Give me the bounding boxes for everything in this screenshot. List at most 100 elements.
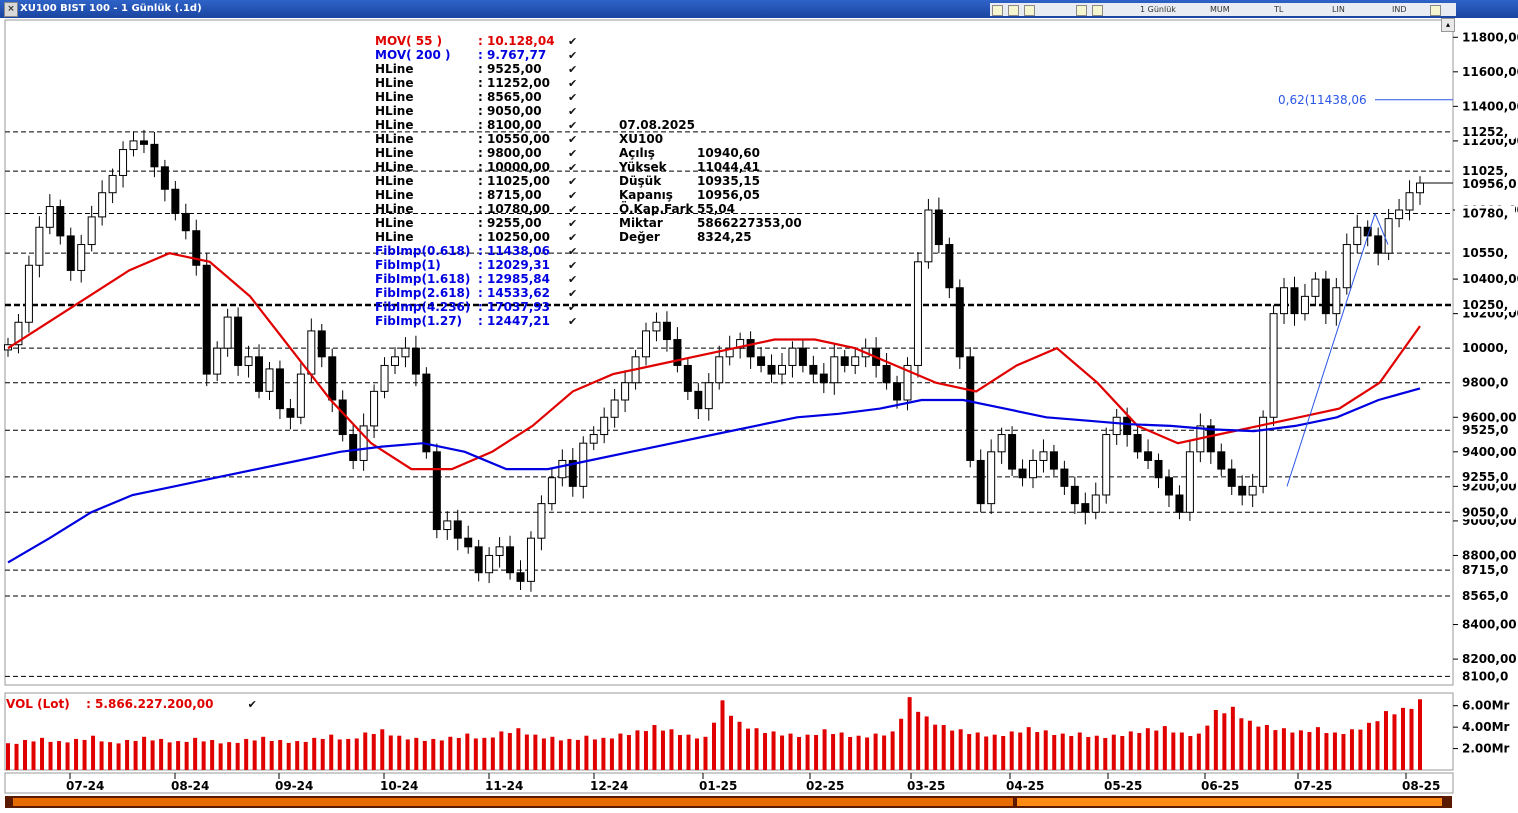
scrollbar-thumb[interactable]	[1017, 798, 1442, 806]
check-icon[interactable]: ✔	[568, 147, 578, 160]
check-icon[interactable]: ✔	[568, 203, 578, 216]
check-icon[interactable]: ✔	[568, 161, 578, 174]
check-icon[interactable]: ✔	[568, 133, 578, 146]
check-icon[interactable]: ✔	[568, 77, 578, 90]
legend-label: FibImp(0.618)	[375, 244, 471, 258]
period-button[interactable]: 1 Günlük	[1140, 5, 1176, 14]
candle-body	[1123, 416, 1132, 436]
pin-icon[interactable]	[1430, 5, 1441, 16]
legend-value: : 17037,93	[478, 300, 550, 314]
volume-bar	[567, 738, 572, 770]
volume-bar	[907, 697, 912, 770]
hline-label: 11252,	[1462, 125, 1508, 139]
volume-bar	[788, 733, 793, 770]
candle-body	[24, 264, 33, 323]
legend-label: FibImp(1)	[375, 258, 441, 272]
candle-body	[1144, 451, 1153, 461]
volume-bar	[584, 735, 589, 770]
candle-body	[746, 339, 755, 358]
volume-bar	[218, 743, 223, 770]
volume-bar	[746, 728, 751, 770]
candle-body	[275, 368, 284, 410]
candle-body	[840, 356, 849, 366]
check-icon[interactable]: ✔	[568, 119, 578, 132]
candle-body	[181, 212, 190, 232]
legend-label: HLine	[375, 118, 414, 132]
check-icon[interactable]: ✔	[568, 63, 578, 76]
volume-bar	[176, 741, 181, 770]
check-icon[interactable]: ✔	[568, 315, 578, 328]
volume-bar	[992, 734, 997, 770]
candle-body	[150, 143, 159, 168]
volume-bar	[1188, 735, 1193, 770]
candle-body	[673, 339, 682, 366]
volume-bar	[380, 729, 385, 770]
check-icon[interactable]: ✔	[247, 698, 257, 711]
scale-button[interactable]: LIN	[1332, 5, 1345, 14]
check-icon[interactable]: ✔	[568, 287, 578, 300]
last-price-label: 10956,0	[1462, 177, 1517, 191]
volume-bar	[814, 735, 819, 770]
check-icon[interactable]: ✔	[568, 189, 578, 202]
chart-icon[interactable]	[992, 5, 1003, 16]
close-icon[interactable]: ×	[4, 2, 18, 17]
check-icon[interactable]: ✔	[568, 301, 578, 314]
check-icon[interactable]: ✔	[568, 231, 578, 244]
volume-bar	[558, 740, 563, 770]
info-label: Yüksek	[619, 160, 667, 174]
candle-body	[903, 364, 912, 401]
candle-type-button[interactable]: MUM	[1210, 5, 1230, 14]
check-icon[interactable]: ✔	[568, 217, 578, 230]
volume-bar	[74, 738, 79, 770]
volume-bar	[805, 734, 810, 770]
legend-row: FibImp(4.236): 17037,93 ✔	[375, 300, 577, 314]
info-row: Düşük 10935,15	[619, 174, 760, 188]
volume-bar	[201, 741, 206, 770]
x-tick-label: 06-25	[1201, 779, 1239, 793]
check-icon[interactable]: ✔	[568, 91, 578, 104]
volume-legend-value: : 5.866.227.200,00	[86, 697, 214, 711]
legend-label: HLine	[375, 62, 414, 76]
volume-bar	[1281, 728, 1286, 770]
volume-bar	[1332, 732, 1337, 770]
candle-body	[495, 546, 504, 556]
hline-label-bg	[1455, 374, 1515, 390]
volume-bar	[541, 738, 546, 770]
time-scrollbar[interactable]	[5, 796, 1452, 808]
chart-scroll-up-icon[interactable]: ▴	[1441, 18, 1455, 32]
volume-bar	[1375, 721, 1380, 770]
volume-bar	[1103, 737, 1108, 770]
indicator-button[interactable]: IND	[1392, 5, 1407, 14]
settings-icon[interactable]	[1024, 5, 1035, 16]
check-icon[interactable]: ✔	[568, 49, 578, 62]
volume-tick-label: 6.00Mr	[1462, 699, 1510, 713]
volume-bar	[48, 741, 53, 770]
legend-label: FibImp(2.618)	[375, 286, 471, 300]
volume-bar	[1358, 729, 1363, 770]
volume-bar	[354, 738, 359, 770]
legend-row: HLine: 9255,00 ✔	[375, 216, 577, 230]
zoom-icon[interactable]	[1092, 5, 1103, 16]
volume-bar	[1052, 735, 1057, 770]
candle-body	[129, 140, 138, 151]
check-icon[interactable]: ✔	[568, 35, 578, 48]
volume-bar	[210, 740, 215, 770]
check-icon[interactable]: ✔	[568, 245, 578, 258]
check-icon[interactable]: ✔	[568, 105, 578, 118]
draw-icon[interactable]	[1076, 5, 1087, 16]
check-icon[interactable]: ✔	[568, 273, 578, 286]
candle-body	[568, 459, 577, 487]
candle-body	[223, 316, 232, 349]
check-icon[interactable]: ✔	[568, 175, 578, 188]
candle-body	[579, 442, 588, 487]
candle-body	[255, 356, 264, 392]
x-tick-label: 01-25	[699, 779, 737, 793]
candle-body	[485, 554, 494, 574]
currency-button[interactable]: TL	[1274, 5, 1284, 14]
check-icon[interactable]: ✔	[568, 259, 578, 272]
volume-bar	[116, 743, 121, 770]
candle-body	[1008, 434, 1017, 470]
refresh-icon[interactable]	[1008, 5, 1019, 16]
info-label: Değer	[619, 230, 660, 244]
